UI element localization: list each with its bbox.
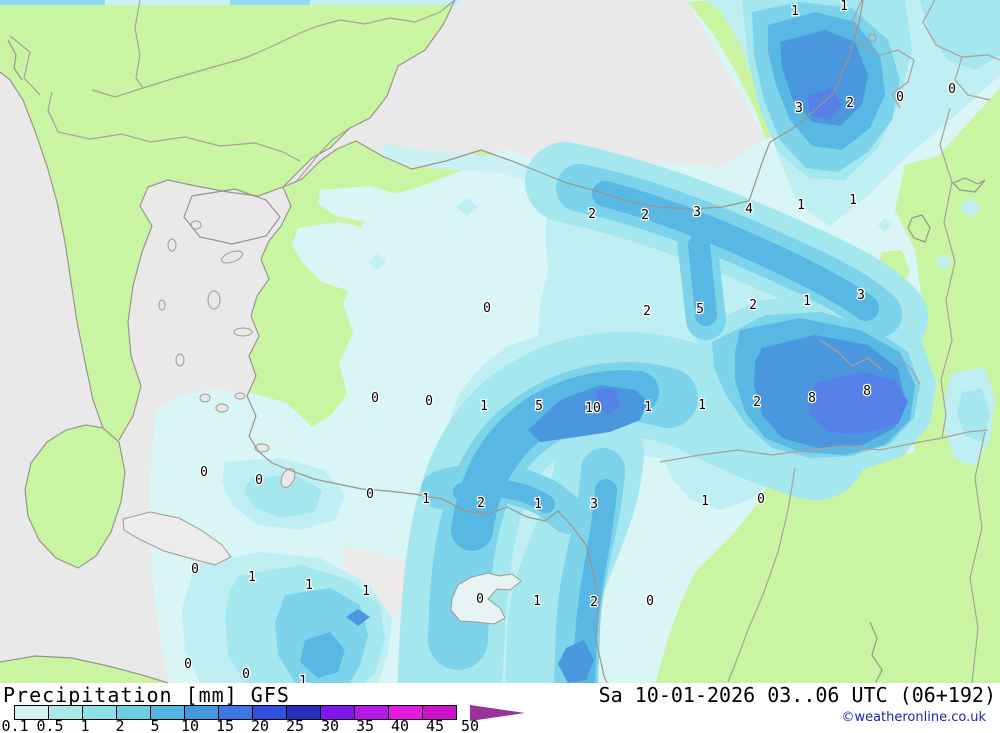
grid-value-label: 1 (698, 398, 706, 413)
grid-value-label: 0 (184, 657, 192, 672)
grid-value-label: 0 (476, 592, 484, 607)
grid-value-label: 1 (840, 0, 848, 14)
grid-value-label: 3 (590, 497, 598, 512)
legend-tick: 35 (355, 717, 375, 733)
grid-value-label: 0 (371, 391, 379, 406)
grid-value-label: 0 (242, 667, 250, 682)
grid-value-label: 0 (425, 394, 433, 409)
grid-value-label: 0 (191, 562, 199, 577)
legend-tick: 10 (180, 717, 200, 733)
grid-value-label: 4 (745, 202, 753, 217)
grid-value-label: 8 (863, 384, 871, 399)
grid-value-label: 2 (753, 395, 761, 410)
grid-value-label: 1 (362, 584, 370, 599)
grid-value-label: 1 (797, 198, 805, 213)
legend-tick: 40 (390, 717, 410, 733)
marmara-sea (184, 189, 280, 244)
grid-value-label: 1 (644, 400, 652, 415)
grid-value-label: 5 (696, 302, 704, 317)
grid-value-label: 1 (422, 492, 430, 507)
grid-value-label: 2 (641, 208, 649, 223)
coastline-layer (0, 0, 986, 684)
legend-tick: 0.1 (1, 717, 29, 733)
legend-tick: 30 (320, 717, 340, 733)
grid-value-label: 0 (948, 82, 956, 97)
legend-bar: Precipitation [mm] GFS Sa 10-01-2026 03.… (0, 683, 1000, 733)
legend-tick: 20 (250, 717, 270, 733)
border-layer (9, 0, 1000, 684)
color-scale-ticks: 0.1 0.5 1 2 5 10 15 20 25 30 35 40 45 50 (0, 717, 1000, 733)
grid-value-label: 1 (701, 494, 709, 509)
grid-value-label: 0 (757, 492, 765, 507)
grid-value-label: 0 (255, 473, 263, 488)
grid-value-label: 1 (299, 674, 307, 683)
grid-value-label: 2 (477, 496, 485, 511)
precip-level-15 (596, 88, 908, 434)
legend-tick: 50 (460, 717, 480, 733)
legend-segment (422, 705, 457, 720)
legend-tick: 1 (80, 717, 90, 733)
grid-value-label: 1 (849, 193, 857, 208)
legend-tick: 45 (425, 717, 445, 733)
legend-tick: 2 (115, 717, 125, 733)
color-scale-bar (14, 705, 457, 720)
islands-layer (122, 220, 522, 625)
top-precip-strip (0, 0, 460, 5)
grid-value-label: 2 (590, 595, 598, 610)
copyright-link[interactable]: ©weatheronline.co.uk (841, 710, 986, 725)
grid-value-label: 10 (585, 401, 601, 416)
grid-value-label: 1 (480, 399, 488, 414)
grid-value-label: 8 (808, 391, 816, 406)
grid-value-label: 3 (795, 101, 803, 116)
grid-value-label: 1 (248, 570, 256, 585)
grid-value-label: 2 (846, 96, 854, 111)
grid-value-label: 1 (533, 594, 541, 609)
legend-title: Precipitation [mm] GFS (3, 683, 290, 707)
cyprus-island (450, 572, 522, 625)
scale-arrow-icon (470, 705, 525, 721)
grid-value-label: 2 (643, 304, 651, 319)
grid-value-label: 0 (646, 594, 654, 609)
grid-value-label: 0 (483, 301, 491, 316)
grid-value-label: 2 (749, 298, 757, 313)
grid-value-label: 1 (305, 578, 313, 593)
legend-tick: 5 (150, 717, 160, 733)
grid-value-label: 2 (588, 207, 596, 222)
forecast-datetime: Sa 10-01-2026 03..06 UTC (06+192) (598, 683, 996, 707)
grid-value-label: 5 (535, 399, 543, 414)
legend-tick: 0.5 (36, 717, 64, 733)
grid-value-label: 3 (857, 288, 865, 303)
grid-value-label: 0 (896, 90, 904, 105)
legend-tick: 25 (285, 717, 305, 733)
grid-value-label: 1 (791, 4, 799, 19)
crete-island (122, 511, 232, 566)
grid-value-label: 3 (693, 205, 701, 220)
legend-tick: 15 (215, 717, 235, 733)
grid-value-label: 1 (803, 294, 811, 309)
grid-value-label: 0 (366, 487, 374, 502)
grid-value-label: 1 (534, 497, 542, 512)
grid-value-label: 0 (200, 465, 208, 480)
